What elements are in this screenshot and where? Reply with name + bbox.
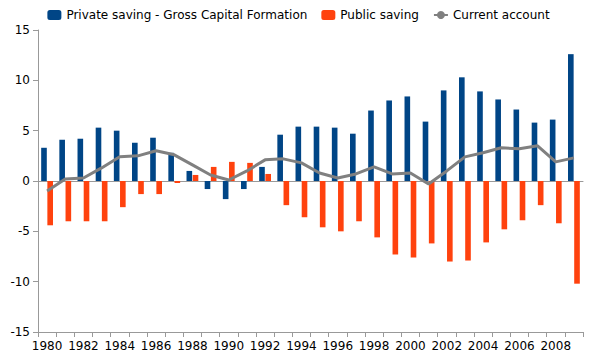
- svg-text:-5: -5: [18, 224, 30, 238]
- svg-text:5: 5: [22, 124, 30, 138]
- svg-text:2000: 2000: [395, 339, 426, 353]
- svg-text:15: 15: [15, 23, 30, 37]
- svg-text:Current account: Current account: [453, 8, 550, 22]
- svg-text:1994: 1994: [286, 339, 317, 353]
- svg-text:1984: 1984: [104, 339, 135, 353]
- svg-text:1980: 1980: [32, 339, 63, 353]
- svg-text:1988: 1988: [177, 339, 208, 353]
- svg-text:1996: 1996: [322, 339, 353, 353]
- svg-text:2008: 2008: [540, 339, 571, 353]
- svg-text:10: 10: [15, 73, 30, 87]
- svg-text:-10: -10: [10, 275, 30, 289]
- svg-text:1998: 1998: [359, 339, 390, 353]
- svg-text:2002: 2002: [431, 339, 462, 353]
- svg-text:Public saving: Public saving: [340, 8, 419, 22]
- svg-text:2006: 2006: [504, 339, 535, 353]
- svg-text:1986: 1986: [141, 339, 172, 353]
- svg-text:Private saving - Gross Capital: Private saving - Gross Capital Formation: [66, 8, 307, 22]
- svg-text:1992: 1992: [250, 339, 281, 353]
- svg-text:2004: 2004: [468, 339, 499, 353]
- svg-text:0: 0: [22, 174, 30, 188]
- svg-text:1990: 1990: [213, 339, 244, 353]
- svg-text:1982: 1982: [68, 339, 99, 353]
- svg-text:-15: -15: [10, 325, 30, 339]
